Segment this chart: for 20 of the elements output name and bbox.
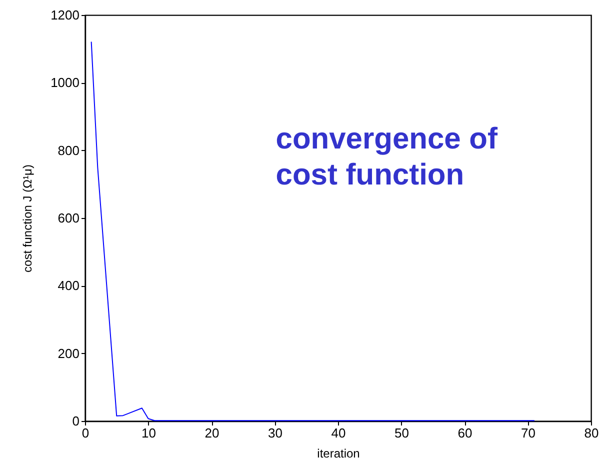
x-tick-label: 80: [584, 426, 599, 440]
x-tick-label: 30: [268, 426, 282, 440]
y-tick-label: 600: [58, 210, 80, 226]
y-axis-title: cost function J (Ω¹μ): [20, 164, 35, 272]
y-tick-label: 1000: [50, 75, 80, 90]
annotation: convergence of cost function: [276, 122, 499, 192]
x-tick-label: 10: [142, 426, 156, 440]
y-tick-label: 200: [58, 346, 80, 361]
x-tick-label: 20: [204, 426, 220, 440]
x-tick-label: 70: [521, 426, 536, 440]
x-tick-label: 40: [331, 426, 346, 440]
x-tick-label: 60: [458, 426, 472, 440]
x-tick-label: 50: [394, 426, 409, 440]
y-tick-label: 0: [72, 414, 80, 428]
line-series: [90, 42, 535, 422]
y-tick-label: 400: [58, 278, 80, 294]
x-tick-label: 0: [82, 426, 90, 440]
x-axis-title: iteration: [317, 446, 360, 460]
y-tick-label: 800: [58, 142, 80, 158]
y-tick-label: 1200: [50, 8, 80, 22]
